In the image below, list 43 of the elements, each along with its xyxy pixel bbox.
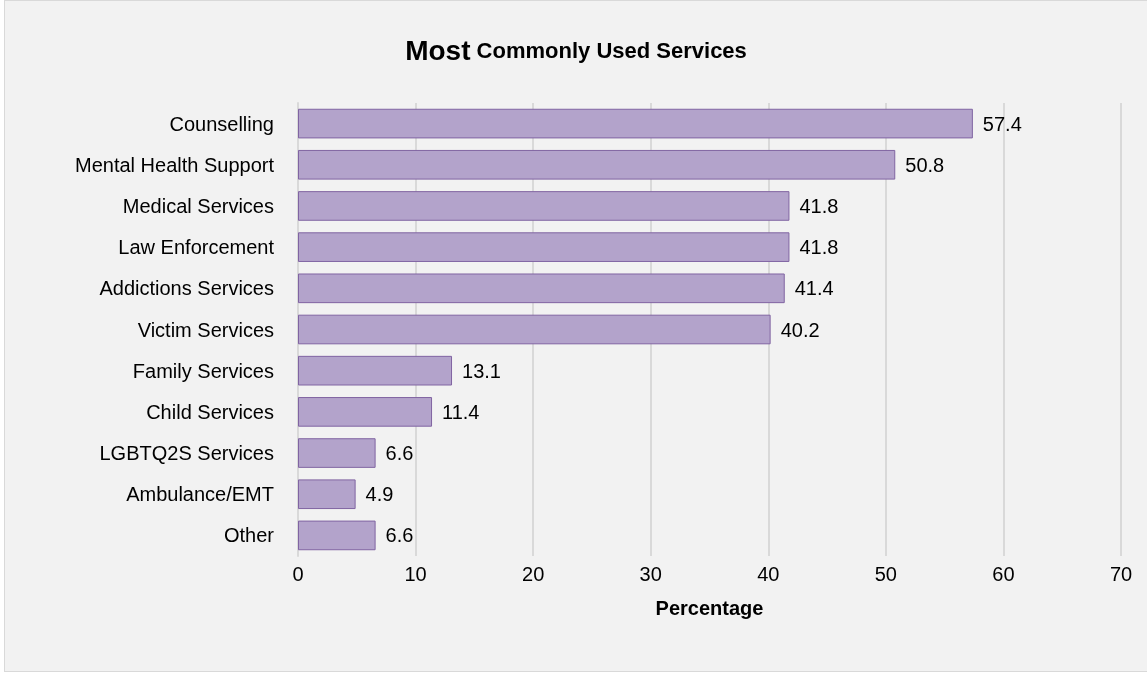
bar	[298, 232, 790, 262]
y-tick-label: Victim Services	[137, 318, 274, 341]
y-tick-label: LGBTQ2S Services	[99, 442, 274, 465]
data-label: 41.8	[799, 236, 839, 259]
data-label: 41.8	[799, 194, 839, 217]
y-tick-label: Mental Health Support	[74, 153, 275, 176]
x-tick-label: 0	[292, 563, 304, 585]
y-tick-label: Ambulance/EMT	[126, 483, 274, 506]
y-tick-label: Law Enforcement	[118, 236, 275, 259]
x-tick-label: 40	[757, 563, 780, 585]
x-axis-title: Percentage	[655, 597, 764, 619]
bar	[298, 149, 896, 180]
x-tick-label: 10	[404, 563, 427, 585]
data-label: 40.2	[780, 318, 820, 341]
bar	[298, 273, 785, 304]
bar	[298, 479, 356, 510]
bar	[298, 438, 376, 468]
data-label: 6.6	[385, 442, 414, 465]
data-label: 4.9	[365, 483, 394, 506]
y-tick-label: Medical Services	[122, 194, 274, 217]
y-tick-label: Family Services	[132, 359, 274, 382]
x-tick-label: 60	[992, 563, 1015, 585]
y-tick-label: Child Services	[146, 400, 274, 423]
data-label: 57.4	[982, 112, 1022, 135]
y-tick-label: Other	[223, 524, 275, 547]
data-label: 13.1	[462, 359, 501, 382]
data-label: 6.6	[385, 524, 414, 547]
x-tick-label: 20	[522, 563, 545, 585]
y-tick-label: Counselling	[169, 112, 274, 135]
y-tick-label: Addictions Services	[99, 277, 274, 300]
bar	[298, 520, 376, 551]
bar	[298, 191, 790, 221]
data-label: 50.8	[905, 153, 945, 176]
x-tick-label: 30	[639, 563, 662, 585]
data-label: 41.4	[794, 277, 834, 300]
bar	[298, 397, 433, 427]
bar	[298, 314, 771, 345]
bar	[298, 108, 973, 139]
x-tick-label: 50	[874, 563, 897, 585]
bar	[298, 355, 453, 386]
x-tick-label: 70	[1109, 563, 1133, 585]
data-label: 11.4	[442, 400, 480, 423]
chart-title: Most Commonly Used Services	[405, 34, 747, 66]
